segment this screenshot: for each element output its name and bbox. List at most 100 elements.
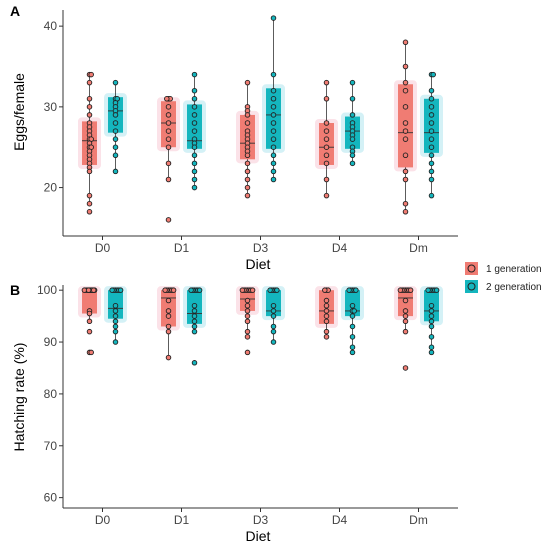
box-p0-s0-D4 [319, 123, 334, 165]
point-p1-s1-D4-12 [349, 349, 356, 356]
point-p1-s1-D0-4 [109, 287, 115, 293]
panel-label-a: A [10, 3, 20, 19]
point-p0-s0-D1-2 [164, 96, 170, 102]
point-p0-s0-D0-2 [86, 79, 93, 86]
point-p0-s1-Dm-13 [428, 176, 435, 183]
point-p0-s1-D1-0 [191, 71, 198, 78]
panel-label-b: B [10, 282, 20, 298]
point-p1-s1-D1-4 [188, 287, 194, 293]
point-p1-s0-D1-6 [165, 297, 172, 304]
point-p0-s0-D3-13 [244, 168, 251, 175]
point-p1-s0-D3-5 [249, 287, 256, 293]
point-p0-s0-Dm-7 [402, 136, 409, 142]
point-p1-s1-D0-11 [112, 328, 119, 335]
y-tick-label-1-100: 100 [37, 283, 57, 297]
point-p0-s1-D3-5 [270, 112, 277, 118]
point-p1-s1-D3-7 [270, 313, 277, 319]
point-p0-s0-Dm-12 [402, 209, 409, 215]
point-p0-s0-D1-7 [165, 136, 172, 142]
legend-item-2-generation: 2 generation [465, 280, 542, 293]
point-p0-s0-Dm-0 [402, 39, 409, 46]
point-p1-s1-Dm-7 [428, 308, 435, 314]
point-p1-s0-D4-7 [323, 318, 330, 325]
point-p1-s1-D3-10 [270, 339, 277, 345]
plot-a-marks: 20 30 40 D0 D1 D3 D4 Dm [44, 10, 458, 255]
point-p0-s0-Dm-11 [402, 200, 409, 207]
point-p0-s1-Dm-10 [428, 152, 435, 159]
point-p0-s0-D0-5 [86, 112, 93, 118]
point-p0-s1-Dm-4 [428, 104, 435, 110]
point-p1-s0-D0-16 [88, 349, 94, 356]
box-p0-s1-Dm [424, 98, 439, 153]
point-p0-s1-D3-4 [270, 104, 277, 110]
point-p1-s0-D3-9 [244, 308, 251, 314]
point-p0-s1-Dm-9 [428, 144, 435, 150]
point-p1-s0-D0-9 [85, 287, 92, 293]
point-p0-s0-D3-14 [244, 176, 251, 183]
x-tick-label-0-D0: D0 [95, 241, 111, 255]
point-p0-s0-D4-9 [323, 192, 330, 199]
panel-b: B 60 70 80 90 100 D0 D1 D3 D4 Dm Hatching rate (%… [10, 282, 458, 544]
point-p0-s0-D4-8 [323, 176, 330, 183]
point-p1-s0-Dm-6 [397, 287, 404, 293]
x-axis-title-b: Diet [246, 528, 271, 544]
point-p0-s0-Dm-1 [402, 63, 409, 70]
point-p1-s0-D0-13 [86, 318, 93, 325]
point-p1-s1-Dm-8 [428, 313, 435, 319]
point-p0-s1-D0-12 [112, 168, 119, 175]
point-p1-s0-D1-11 [165, 354, 172, 361]
point-p1-s1-D1-6 [191, 302, 198, 309]
legend-label-2-generation: 2 generation [486, 282, 542, 293]
point-p1-s1-Dm-5 [433, 287, 440, 293]
point-p1-s1-D3-9 [270, 328, 277, 335]
point-p0-s1-D1-4 [191, 112, 198, 118]
point-p0-s0-D1-8 [165, 144, 172, 150]
point-p1-s0-D0-14 [86, 328, 93, 335]
point-p0-s0-D4-2 [323, 120, 330, 126]
point-p1-s1-Dm-6 [428, 302, 435, 309]
point-p1-s1-D4-11 [349, 344, 356, 350]
point-p0-s0-D3-12 [244, 160, 251, 167]
point-p1-s0-Dm-5 [407, 287, 414, 293]
point-p0-s0-D3-4 [244, 120, 251, 126]
point-p1-s1-D1-8 [191, 313, 198, 319]
point-p1-s0-D4-9 [323, 334, 330, 340]
x-tick-label-0-D1: D1 [174, 241, 190, 255]
point-p1-s1-D4-7 [351, 308, 357, 314]
point-p0-s1-D3-12 [270, 168, 277, 175]
point-p0-s1-D4-1 [349, 96, 356, 102]
point-p0-s1-D0-10 [112, 144, 119, 150]
point-p0-s1-D3-13 [270, 176, 277, 183]
point-p0-s1-D1-2 [191, 96, 198, 102]
point-p0-s0-D3-3 [244, 112, 251, 118]
point-p0-s1-Dm-14 [428, 192, 435, 199]
y-tick-label-0-20: 20 [44, 181, 58, 195]
point-p0-s1-Dm-2 [428, 87, 435, 94]
point-p1-s0-D4-3 [323, 297, 330, 304]
point-p0-s1-D1-9 [191, 144, 198, 150]
point-p1-s0-D1-5 [170, 287, 177, 293]
point-p0-s0-D4-7 [323, 160, 330, 167]
point-p0-s1-D0-6 [112, 112, 119, 118]
point-p1-s1-Dm-12 [428, 344, 435, 350]
point-p0-s0-Dm-3 [402, 87, 409, 94]
point-p0-s1-D3-10 [270, 152, 277, 159]
x-tick-label-1-Dm: Dm [409, 513, 428, 527]
point-p0-s1-D4-11 [349, 160, 356, 167]
point-p1-s1-D3-4 [267, 287, 273, 293]
point-p1-s0-D3-7 [244, 297, 251, 304]
y-tick-label-0-40: 40 [44, 19, 58, 33]
point-p0-s0-D0-4 [86, 104, 93, 110]
point-p0-s1-Dm-8 [428, 136, 435, 142]
point-p1-s1-D3-6 [270, 308, 277, 314]
point-p0-s1-D3-1 [270, 71, 277, 78]
point-p1-s0-D3-11 [244, 318, 251, 325]
point-p1-s1-D3-5 [270, 302, 277, 309]
point-p0-s0-D4-0 [323, 79, 330, 86]
legend-dot-2-generation [467, 282, 476, 291]
point-p0-s0-D0-1 [88, 71, 94, 78]
point-p0-s0-D4-1 [323, 96, 330, 102]
legend-dot-1-generation [467, 264, 476, 273]
point-p0-s1-D1-10 [191, 152, 198, 159]
point-p1-s0-D3-14 [244, 349, 251, 356]
